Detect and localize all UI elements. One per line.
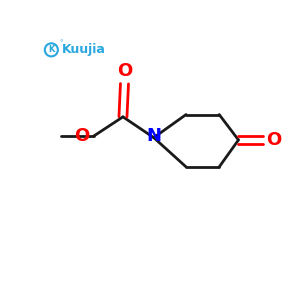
Text: N: N bbox=[146, 127, 161, 145]
Text: O: O bbox=[75, 127, 90, 145]
Text: K: K bbox=[48, 45, 55, 54]
Text: O: O bbox=[266, 131, 281, 149]
Text: Kuujia: Kuujia bbox=[62, 44, 106, 56]
Text: °: ° bbox=[59, 40, 63, 46]
Text: O: O bbox=[117, 62, 132, 80]
